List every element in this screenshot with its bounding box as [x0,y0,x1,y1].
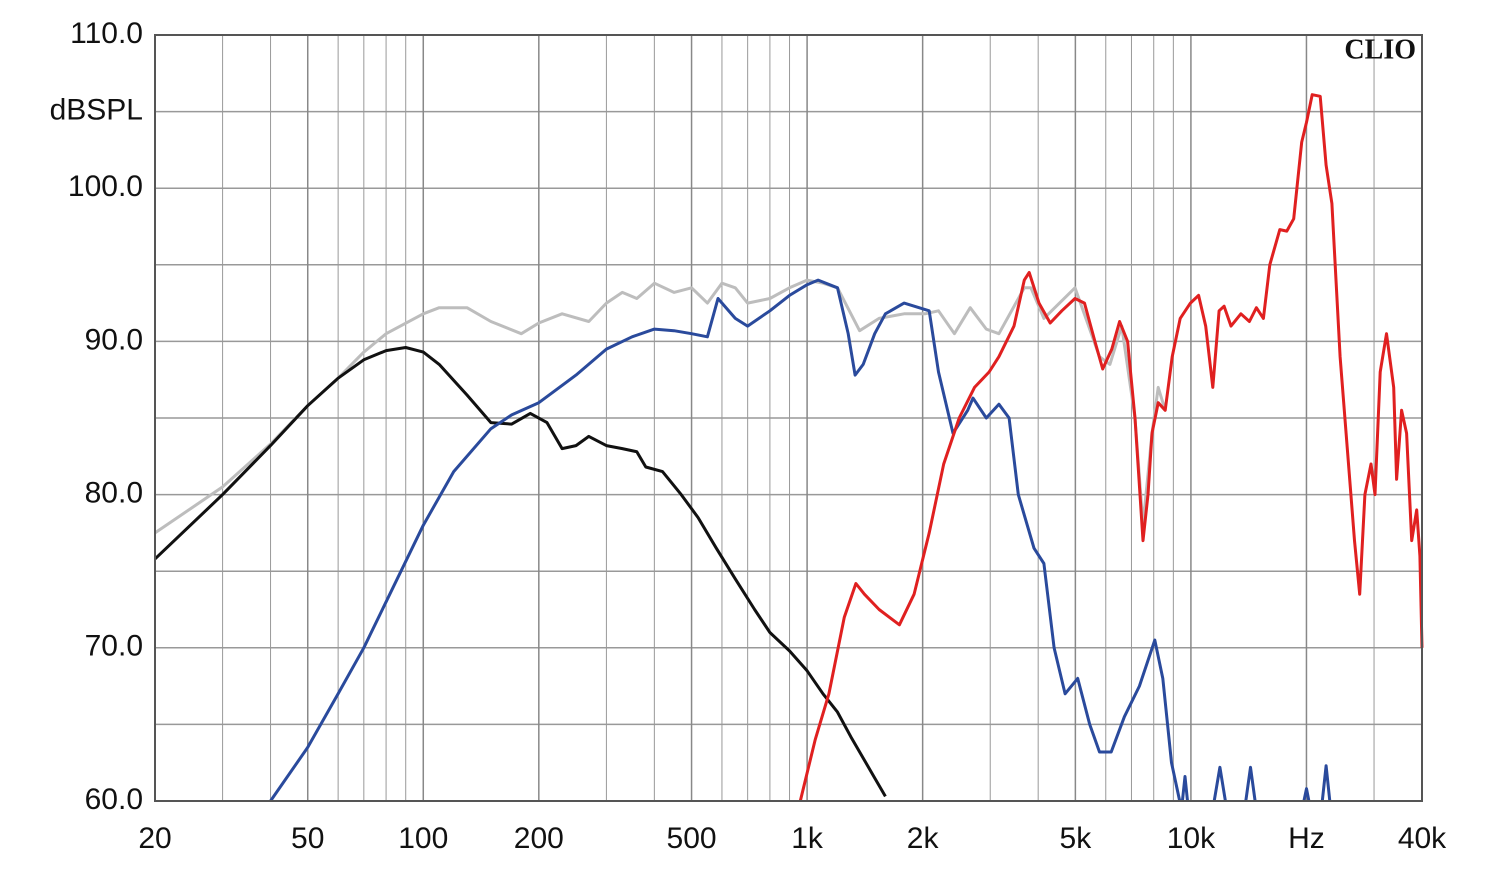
y-axis-label: dBSPL [50,94,143,127]
response-curve [154,278,1167,535]
x-tick-label: 20 [138,822,171,855]
plot-frame [154,34,1423,802]
y-tick-label: 70.0 [85,630,143,663]
x-tick-label: 1k [791,822,824,855]
x-tick-label: 200 [514,822,564,855]
y-tick-label: 110.0 [70,17,143,50]
x-tick-label: 50 [291,822,324,855]
response-curve [153,346,887,798]
x-tick-label: Hz [1288,822,1325,855]
x-tick-label: 5k [1060,822,1093,855]
response-curve [798,93,1424,802]
y-tick-label: 80.0 [85,477,143,510]
brand: CLIO [1344,34,1416,65]
x-tick-label: 500 [667,822,717,855]
y-tick-label: 90.0 [85,323,143,356]
y-tick-label: 60.0 [85,783,143,816]
x-tick-label: 10k [1167,822,1216,855]
x-tick-label: 2k [907,822,940,855]
x-tick-label: 40k [1398,822,1447,855]
curves [153,93,1424,802]
x-tick-label: 100 [398,822,448,855]
response-curve [269,278,1332,802]
y-tick-label: 100.0 [68,170,143,203]
